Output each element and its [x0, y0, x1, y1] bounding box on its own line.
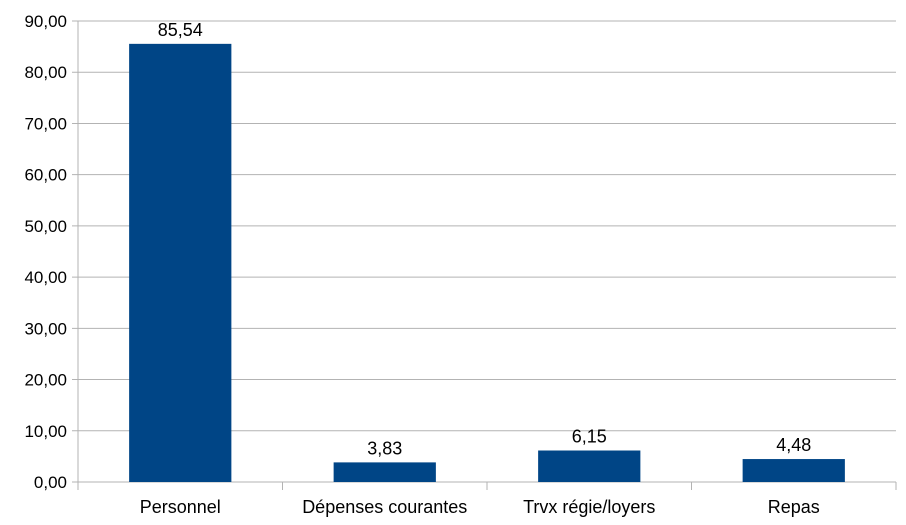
x-category-label: Personnel — [140, 497, 221, 517]
labels: 0,00 10,00 20,00 30,00 40,00 50,00 60,00 70,00 8… — [24, 12, 819, 517]
y-tick-label: 0,00 — [34, 473, 67, 492]
x-category-label: Trvx régie/loyers — [523, 497, 655, 517]
y-tick-label: 50,00 — [24, 217, 67, 236]
y-tick-label: 30,00 — [24, 319, 67, 338]
y-tick-label: 60,00 — [24, 166, 67, 185]
data-label: 3,83 — [367, 438, 402, 458]
data-label: 4,48 — [776, 435, 811, 455]
y-tick-label: 80,00 — [24, 63, 67, 82]
bar — [333, 462, 436, 482]
data-label: 85,54 — [158, 20, 203, 40]
y-tick-label: 20,00 — [24, 371, 67, 390]
bars — [129, 43, 845, 482]
bar — [538, 450, 641, 482]
y-tick-label: 40,00 — [24, 268, 67, 287]
data-label: 6,15 — [572, 426, 607, 446]
x-category-label: Repas — [768, 497, 820, 517]
y-tick-label: 10,00 — [24, 422, 67, 441]
x-category-label: Dépenses courantes — [302, 497, 467, 517]
bar — [742, 459, 845, 482]
y-tick-label: 90,00 — [24, 12, 67, 31]
bar — [129, 43, 232, 482]
y-tick-label: 70,00 — [24, 114, 67, 133]
